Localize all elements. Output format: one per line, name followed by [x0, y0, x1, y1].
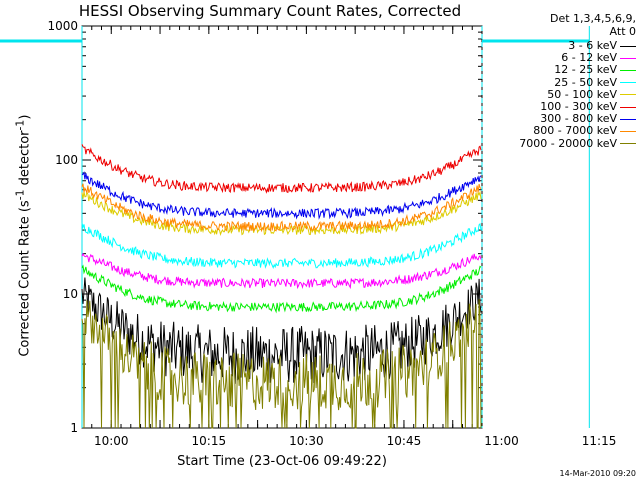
- chart-title: HESSI Observing Summary Count Rates, Cor…: [78, 2, 462, 20]
- series-line: [81, 277, 482, 384]
- legend-item: 50 - 100 keV: [480, 87, 636, 101]
- x-axis-label: Start Time (23-Oct-06 09:49:22): [177, 454, 387, 469]
- legend-item: 7000 - 20000 keV: [480, 136, 636, 150]
- legend-item: 6 - 12 keV: [480, 52, 636, 64]
- y-axis-label: Corrected Count Rate (s-1 detector-1): [13, 115, 33, 357]
- legend-item-label: 300 - 800 keV: [540, 112, 617, 126]
- y-tick-label: 1: [70, 421, 78, 435]
- series-line: [81, 222, 482, 269]
- y-tick-label: 1000: [47, 19, 78, 33]
- x-tick-label: 11:00: [484, 434, 519, 448]
- legend-item-label: 12 - 25 keV: [554, 63, 617, 77]
- legend-swatch: [620, 143, 636, 145]
- series-line: [81, 171, 482, 220]
- legend: Det 1,3,4,5,6,9, Att 0 3 - 6 keV 6 - 12 k…: [480, 12, 636, 150]
- legend-item-label: 800 - 7000 keV: [533, 124, 617, 138]
- x-tick-label: 11:15: [582, 434, 617, 448]
- x-tick-label: 10:00: [94, 434, 129, 448]
- legend-item-label: 50 - 100 keV: [547, 87, 617, 101]
- y-axis-label-main: Corrected Count Rate (s: [17, 200, 33, 357]
- legend-item: 3 - 6 keV: [480, 40, 636, 52]
- legend-header-line-2: Att 0: [609, 25, 636, 38]
- legend-entries: 3 - 6 keV 6 - 12 keV 12 - 25 keV 25 - 50 ke…: [480, 40, 636, 150]
- legend-item-label: 3 - 6 keV: [568, 39, 617, 53]
- x-tick-label: 10:45: [387, 434, 422, 448]
- y-tick-label: 10: [63, 287, 78, 301]
- legend-item-label: 100 - 300 keV: [540, 100, 617, 114]
- series-line: [81, 264, 482, 314]
- legend-item: 800 - 7000 keV: [480, 125, 636, 137]
- date-stamp: 14-Mar-2010 09:20: [559, 469, 637, 478]
- legend-header-line-1: Det 1,3,4,5,6,9,: [549, 12, 636, 25]
- series-line: [81, 183, 482, 233]
- series-line: [81, 190, 482, 236]
- legend-item: 300 - 800 keV: [480, 113, 636, 125]
- x-tick-label: 10:30: [289, 434, 324, 448]
- legend-swatch: [620, 69, 636, 71]
- legend-swatch: [620, 94, 636, 96]
- legend-swatch: [620, 57, 636, 59]
- legend-item: 25 - 50 keV: [480, 75, 636, 89]
- legend-swatch: [620, 45, 636, 47]
- legend-swatch: [620, 130, 636, 132]
- x-tick-label: 10:15: [192, 434, 227, 448]
- legend-item-label: 7000 - 20000 keV: [519, 136, 617, 150]
- series-line: [81, 252, 482, 290]
- y-axis-label-mid: detector: [17, 130, 33, 190]
- series-line: [81, 299, 482, 429]
- legend-swatch: [620, 82, 636, 84]
- y-axis-label-end: ): [17, 114, 33, 120]
- legend-item: 12 - 25 keV: [480, 64, 636, 76]
- series-line: [81, 144, 482, 194]
- legend-item-label: 25 - 50 keV: [554, 75, 617, 89]
- legend-swatch: [620, 118, 636, 120]
- legend-item-label: 6 - 12 keV: [561, 51, 617, 65]
- y-axis-label-exp2: -1: [13, 119, 27, 131]
- y-tick-label: 100: [55, 153, 78, 167]
- legend-swatch: [620, 106, 636, 108]
- legend-item: 100 - 300 keV: [480, 101, 636, 113]
- y-axis-label-exp1: -1: [13, 189, 27, 201]
